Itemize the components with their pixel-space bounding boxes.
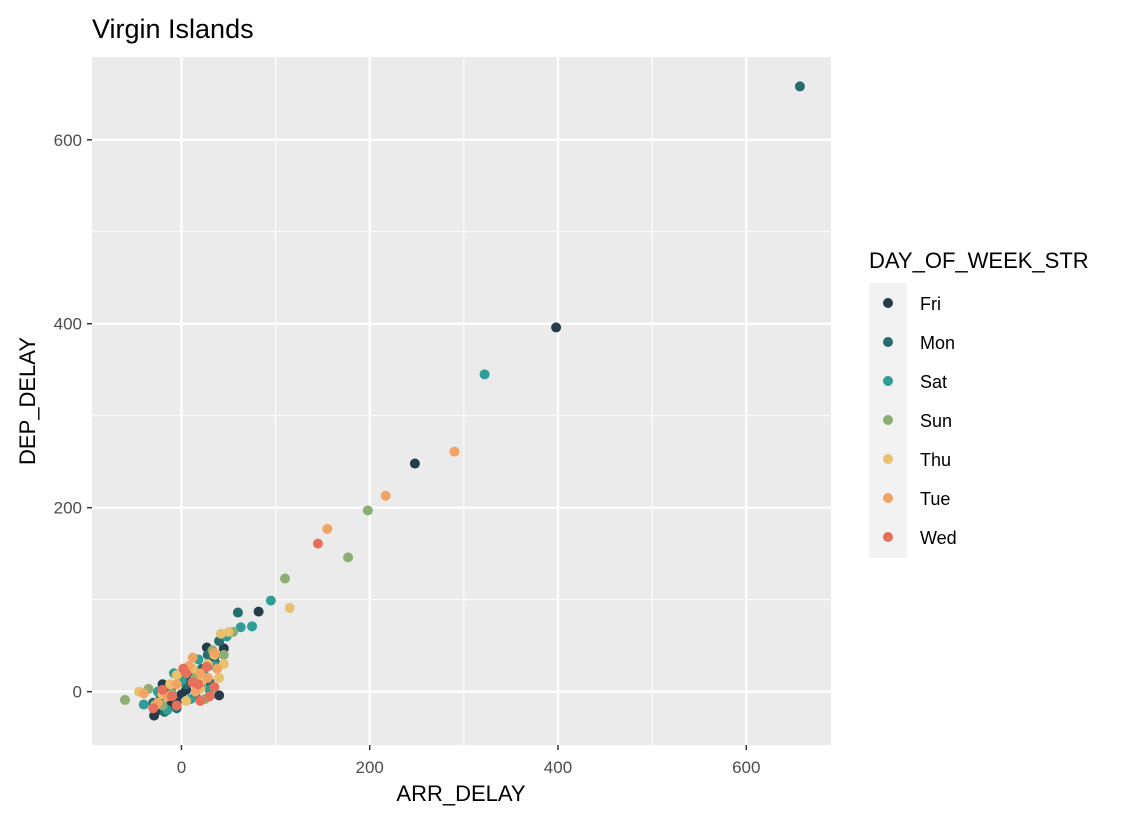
point-sun (362, 505, 373, 516)
point-wed (181, 668, 192, 679)
y-tick-label: 400 (54, 315, 82, 334)
point-sun (279, 573, 290, 584)
point-tue (138, 688, 149, 699)
legend-title: DAY_OF_WEEK_STR (869, 248, 1089, 273)
legend-label-wed: Wed (920, 528, 957, 548)
x-axis-title: ARR_DELAY (396, 781, 526, 806)
point-sun (218, 649, 229, 660)
point-wed (171, 700, 182, 711)
points-layer (119, 81, 805, 721)
point-sat (479, 369, 490, 380)
point-wed (312, 538, 323, 549)
point-fri (409, 458, 420, 469)
legend-label-tue: Tue (920, 489, 950, 509)
legend-label-fri: Fri (920, 294, 941, 314)
legend-items: Fri Mon Sat Sun Thu Tue Wed (869, 283, 957, 558)
legend-key-thu (883, 454, 893, 464)
chart-title: Virgin Islands (92, 14, 254, 44)
point-thu (181, 695, 192, 706)
point-sat (247, 621, 258, 632)
point-wed (167, 691, 178, 702)
point-tue (449, 446, 460, 457)
point-wed (148, 703, 159, 714)
y-axis-title: DEP_DELAY (15, 337, 40, 465)
legend-key-fri (883, 298, 893, 308)
point-wed (209, 682, 220, 693)
point-thu (284, 602, 295, 613)
point-wed (195, 695, 206, 706)
legend-key-sat (883, 376, 893, 386)
x-tick-label: 0 (177, 758, 186, 777)
point-tue (212, 663, 223, 674)
legend-label-sun: Sun (920, 411, 952, 431)
grid-minor (92, 57, 831, 745)
point-fri (551, 322, 562, 333)
point-thu (223, 626, 234, 637)
point-wed (201, 661, 212, 672)
y-tick-label: 600 (54, 131, 82, 150)
point-fri (214, 690, 225, 701)
plot-panel (92, 57, 831, 745)
legend-key-mon (883, 337, 893, 347)
point-tue (195, 668, 206, 679)
x-tick-label: 600 (732, 758, 760, 777)
point-fri (253, 606, 264, 617)
point-wed (193, 679, 204, 690)
point-tue (171, 679, 182, 690)
legend-key-tue (883, 493, 893, 503)
point-sat (138, 699, 149, 710)
point-tue (202, 672, 213, 683)
legend: DAY_OF_WEEK_STR Fri Mon Sat Sun Thu Tue Wed (869, 248, 1089, 558)
point-tue (322, 523, 333, 534)
x-axis: 0 200 400 600 (177, 745, 760, 777)
y-tick-label: 200 (54, 499, 82, 518)
point-tue (187, 652, 198, 663)
point-wed (157, 684, 168, 695)
legend-label-thu: Thu (920, 450, 951, 470)
point-thu (171, 670, 182, 681)
point-thu (215, 628, 226, 639)
legend-key-wed (883, 532, 893, 542)
y-axis: 0 200 400 600 (54, 131, 92, 702)
x-tick-label: 200 (356, 758, 384, 777)
legend-label-sat: Sat (920, 372, 947, 392)
legend-key-sun (883, 415, 893, 425)
point-sun (343, 552, 354, 563)
point-sun (119, 694, 130, 705)
point-thu (214, 672, 225, 683)
legend-label-mon: Mon (920, 333, 955, 353)
y-tick-label: 0 (73, 683, 82, 702)
point-mon (794, 81, 805, 92)
point-tue (380, 490, 391, 501)
point-tue (209, 648, 220, 659)
point-sat (265, 595, 276, 606)
x-tick-label: 400 (544, 758, 572, 777)
point-sat (235, 622, 246, 633)
point-mon (232, 607, 243, 618)
point-wed (204, 691, 215, 702)
